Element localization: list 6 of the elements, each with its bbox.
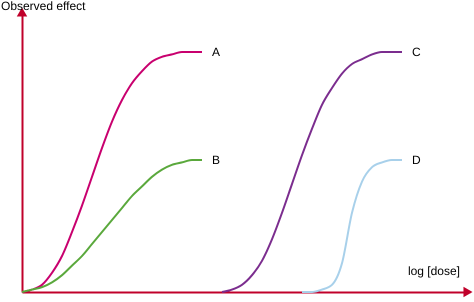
- series-label: D: [412, 153, 421, 167]
- x-axis-title: log [dose]: [408, 264, 460, 278]
- series-label: C: [412, 45, 421, 59]
- series-label: A: [212, 45, 220, 59]
- y-axis-title: Observed effect: [1, 0, 86, 13]
- series-label: B: [212, 153, 220, 167]
